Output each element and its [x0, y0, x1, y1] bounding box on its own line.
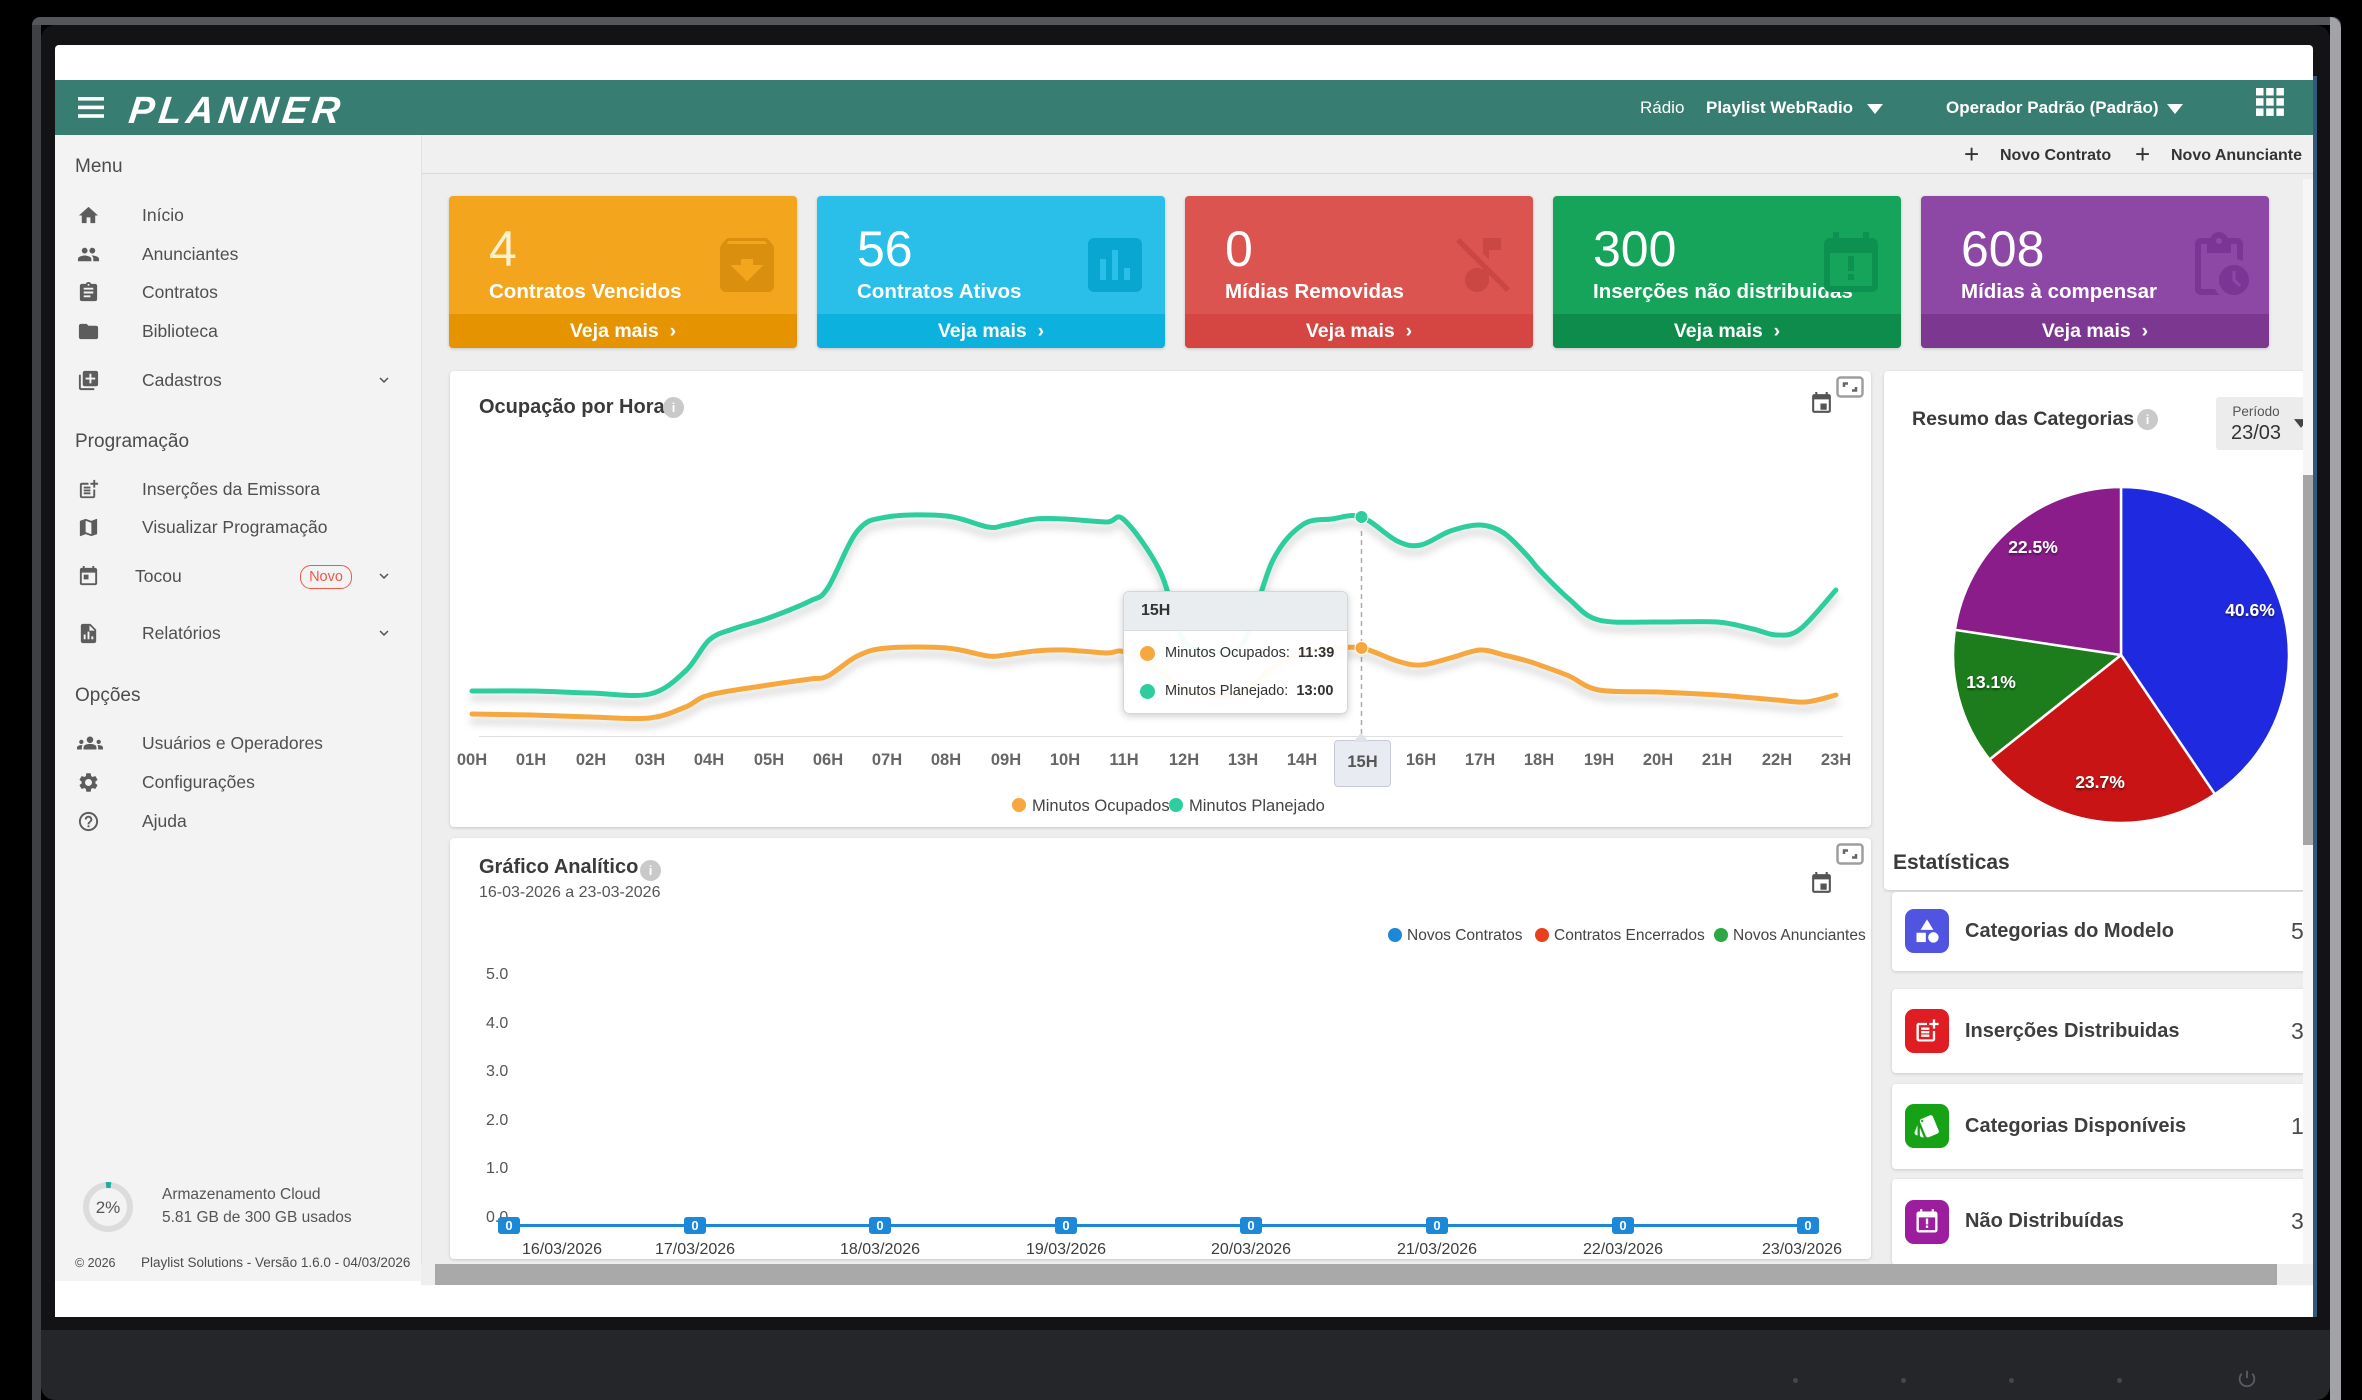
svg-text:23.7%: 23.7%: [2075, 772, 2125, 792]
svg-text:2%: 2%: [96, 1198, 121, 1217]
svg-text:22.5%: 22.5%: [2008, 537, 2058, 557]
svg-text:40.6%: 40.6%: [2225, 600, 2275, 620]
svg-text:13.1%: 13.1%: [1966, 672, 2016, 692]
